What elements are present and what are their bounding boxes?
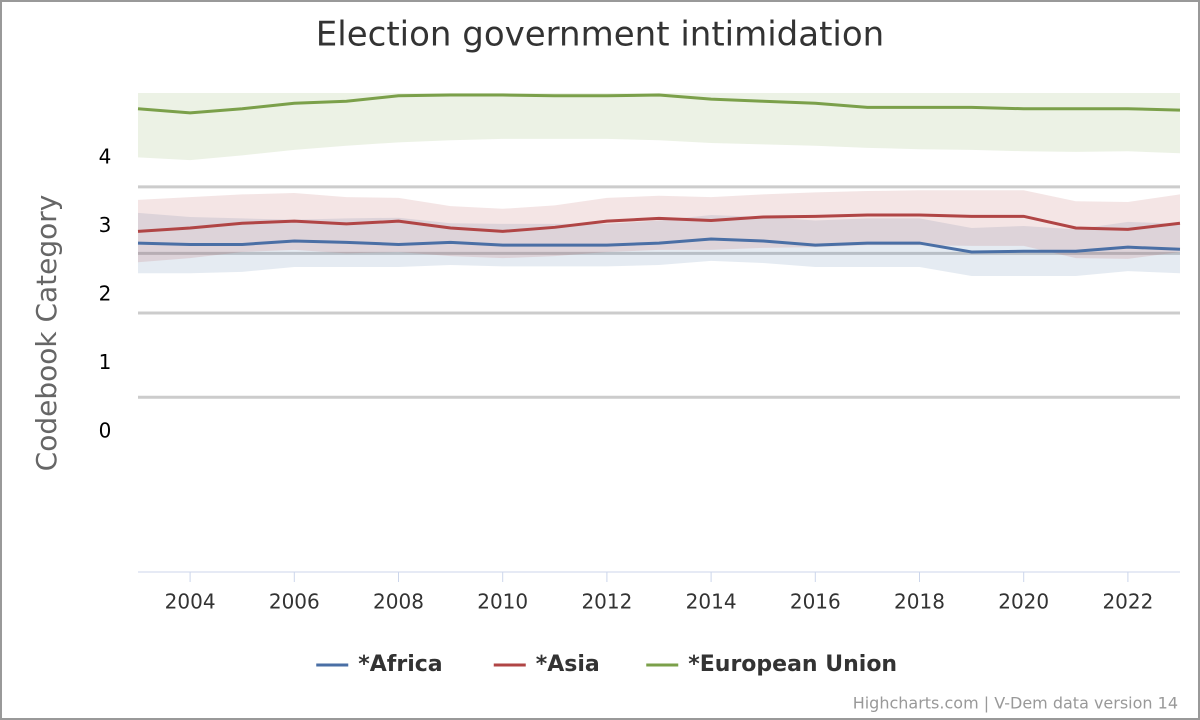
legend-label: *European Union	[688, 652, 897, 677]
x-tick-label: 2014	[686, 590, 737, 614]
y-tick-label: 0	[99, 419, 112, 443]
series-line	[137, 237, 1181, 254]
x-tick-label: 2016	[790, 590, 841, 614]
chart-title: Election government intimidation	[316, 15, 884, 55]
y-tick-label: 3	[99, 213, 112, 237]
x-tick-label: 2010	[477, 590, 528, 614]
x-tick-label: 2008	[373, 590, 424, 614]
legend-label: *Asia	[536, 652, 600, 677]
x-tick-label: 2006	[269, 590, 320, 614]
x-tick-label: 2012	[581, 590, 632, 614]
legend-label: *Africa	[358, 652, 442, 677]
y-tick-label: 1	[99, 350, 112, 374]
credits: Highcharts.com | V-Dem data version 14	[853, 694, 1178, 713]
x-tick-label: 2004	[165, 590, 216, 614]
x-tick-label: 2022	[1102, 590, 1153, 614]
y-tick-label: 2	[99, 282, 112, 306]
x-tick-label: 2018	[894, 590, 945, 614]
y-tick-label: 4	[99, 145, 112, 169]
y-axis-title: Codebook Category	[30, 195, 63, 472]
uncertainty-band	[138, 93, 1180, 161]
x-tick-label: 2020	[998, 590, 1049, 614]
series-line	[137, 213, 1181, 233]
series-line	[137, 93, 1181, 115]
